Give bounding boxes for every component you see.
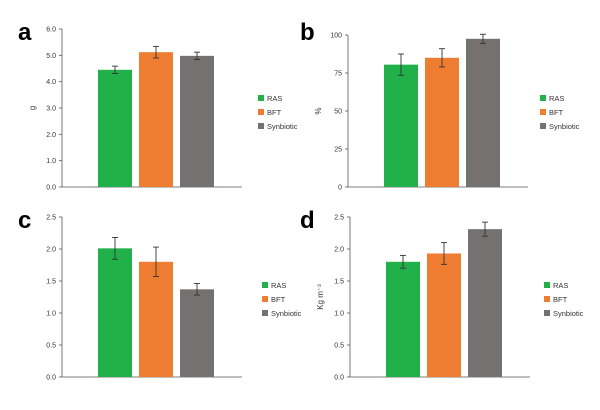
y-tick-label: 6.0 — [46, 27, 56, 34]
legend-swatch-ras — [258, 95, 264, 101]
y-tick-label: 2.0 — [46, 247, 56, 254]
bar-bft — [139, 52, 173, 187]
y-tick-label: 0.5 — [46, 343, 56, 350]
y-tick-label: 2.5 — [46, 215, 56, 222]
y-tick-label: 1.5 — [334, 279, 344, 286]
y-axis-title: Kg m⁻³ — [316, 284, 325, 310]
bar-synbiotic — [180, 289, 214, 377]
legend-label: BFT — [553, 295, 568, 304]
y-tick-label: 2.5 — [334, 215, 344, 222]
legend-label: BFT — [271, 295, 286, 304]
y-tick-label: 100 — [330, 33, 342, 40]
legend-label: BFT — [549, 108, 564, 117]
y-tick-label: 2.0 — [46, 132, 56, 139]
bar-ras — [384, 64, 418, 187]
y-tick-label: 1.5 — [46, 279, 56, 286]
legend-label: Synbiotic — [267, 122, 298, 131]
y-tick-label: 0.0 — [46, 185, 56, 192]
y-tick-label: 25 — [334, 147, 342, 154]
legend-label: RAS — [267, 94, 282, 103]
panel-b: b 0 25 50 75 100% RAS BFT Synbiotic — [300, 19, 580, 192]
panel-a: a 0.0 1.0 2.0 3.0 4.0 5.0 6.0 g RAS BFT Synbiotic — [18, 19, 298, 192]
legend-swatch-synbiotic — [258, 123, 264, 129]
legend-swatch-ras — [544, 282, 550, 288]
panel-letter: d — [300, 207, 315, 234]
y-axis-title: % — [314, 107, 323, 114]
y-tick-label: 1.0 — [334, 311, 344, 318]
y-tick-label: 5.0 — [46, 53, 56, 60]
y-tick-label: 0.5 — [334, 343, 344, 350]
bar-synbiotic — [466, 38, 500, 187]
bar-synbiotic — [180, 55, 214, 187]
legend-swatch-bft — [262, 296, 268, 302]
y-tick-label: 1.0 — [46, 158, 56, 165]
legend-label: Synbiotic — [271, 309, 302, 318]
bar-bft — [139, 261, 173, 377]
legend-swatch-ras — [262, 282, 268, 288]
panel-letter: a — [18, 19, 32, 46]
legend-swatch-synbiotic — [262, 310, 268, 316]
y-tick-label: 1.0 — [46, 311, 56, 318]
panel-letter: b — [300, 19, 315, 46]
legend-label: RAS — [549, 94, 564, 103]
panel-d: d 0.0 0.5 1.0 1.5 2.0 2.5 Kg m⁻³ RAS BFT Synbioti… — [300, 207, 584, 382]
y-tick-label: 3.0 — [46, 106, 56, 113]
y-tick-label: 0.0 — [334, 375, 344, 382]
bar-synbiotic — [468, 229, 502, 377]
legend-label: Synbiotic — [549, 122, 580, 131]
legend-label: BFT — [267, 108, 282, 117]
legend-swatch-bft — [544, 296, 550, 302]
legend-swatch-bft — [258, 109, 264, 115]
y-tick-label: 2.0 — [334, 247, 344, 254]
y-axis-title: g — [28, 106, 37, 110]
y-tick-label: 0 — [338, 185, 342, 192]
y-tick-label: 0.0 — [46, 375, 56, 382]
panel-c: c 0.0 0.5 1.0 1.5 2.0 2.5 RAS BFT Synbiotic — [18, 207, 302, 382]
y-tick-label: 75 — [334, 71, 342, 78]
legend-swatch-synbiotic — [544, 310, 550, 316]
bar-ras — [98, 69, 132, 187]
y-tick-label: 4.0 — [46, 79, 56, 86]
panel-letter: c — [18, 207, 31, 234]
legend-swatch-synbiotic — [540, 123, 546, 129]
legend-label: RAS — [553, 281, 568, 290]
y-tick-label: 50 — [334, 109, 342, 116]
legend-swatch-bft — [540, 109, 546, 115]
bar-bft — [425, 57, 459, 187]
legend-label: RAS — [271, 281, 286, 290]
legend-label: Synbiotic — [553, 309, 584, 318]
bar-ras — [386, 261, 420, 377]
bar-ras — [98, 248, 132, 377]
bar-bft — [427, 253, 461, 377]
legend-swatch-ras — [540, 95, 546, 101]
